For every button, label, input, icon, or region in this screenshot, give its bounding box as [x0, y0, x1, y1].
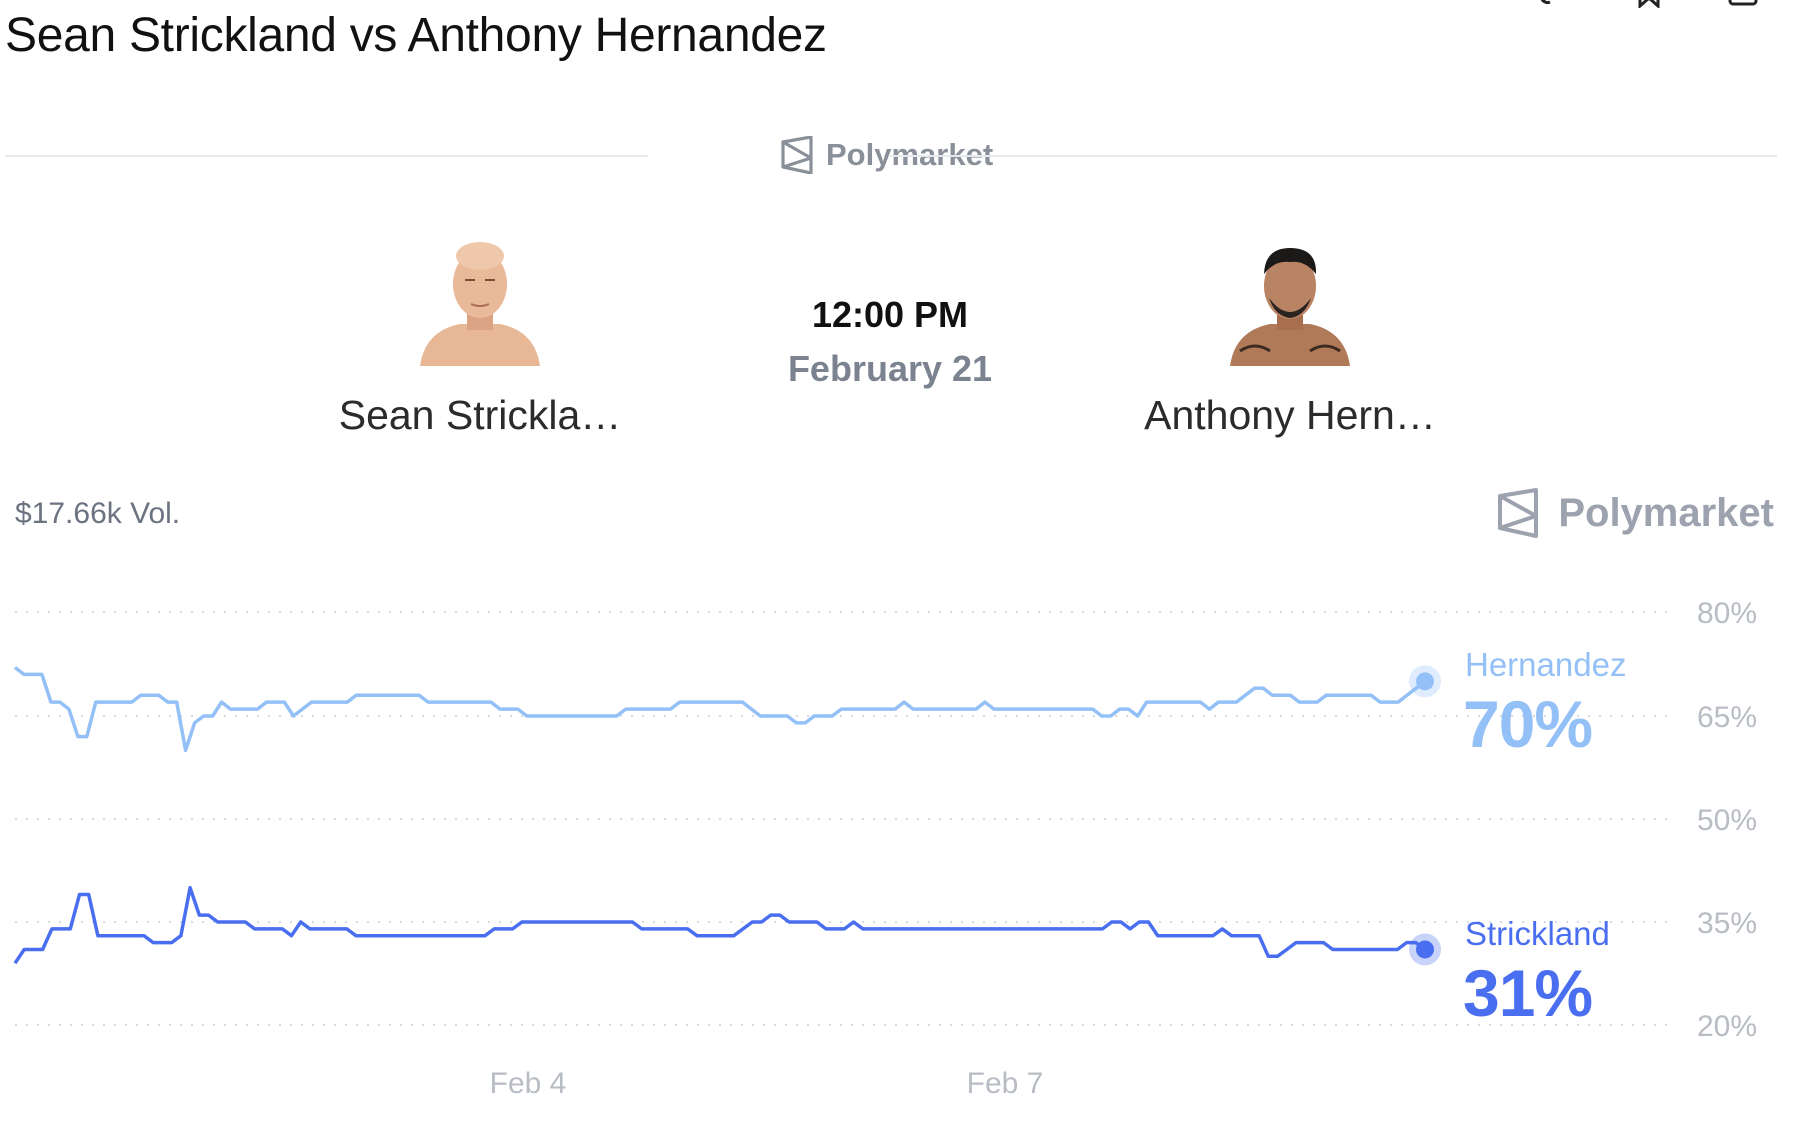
y-tick-label: 65% [1697, 701, 1757, 734]
y-tick-label: 80% [1697, 597, 1757, 630]
bookmark-icon[interactable] [1632, 0, 1666, 8]
polymarket-brand-watermark: Polymarket [1496, 488, 1774, 538]
series-line-strickland [13, 885, 1427, 965]
y-tick-label: 35% [1697, 907, 1757, 940]
divider-line-left [5, 155, 648, 157]
polymarket-watermark-label: Polymarket [1558, 490, 1774, 535]
header-actions [1538, 0, 1760, 8]
divider-line-right [890, 155, 1777, 157]
fighter-b-name: Anthony Hern… [1144, 392, 1436, 438]
event-time: 12:00 PM [811, 294, 969, 335]
series-label-strickland: Strickland [1465, 915, 1610, 952]
volume-label: $17.66k Vol. [15, 497, 181, 530]
share-icon[interactable] [1726, 0, 1760, 8]
series-line-hernandez [13, 666, 1427, 753]
series-endpoint-strickland [1416, 940, 1434, 959]
fighter-a[interactable]: Sean Strickla… [300, 236, 660, 439]
series-endpoint-hernandez [1416, 672, 1434, 691]
fighter-b[interactable]: Anthony Hern… [1110, 236, 1470, 439]
fighter-a-avatar [420, 242, 540, 366]
y-tick-label: 50% [1697, 804, 1757, 837]
fighter-a-name: Sean Strickla… [338, 392, 622, 438]
event-time-block: 12:00 PM February 21 [760, 294, 1020, 390]
fighter-b-avatar [1230, 248, 1350, 366]
series-label-hernandez: Hernandez [1465, 646, 1627, 683]
polymarket-logo-icon [1498, 488, 1539, 538]
price-chart[interactable]: 80% 65% 50% 35% 20% Feb 4 Feb 7 [0, 560, 1800, 1120]
series-value-strickland: 31% [1463, 956, 1593, 1030]
event-date: February 21 [787, 348, 993, 389]
polymarket-brand-label: Polymarket [826, 137, 994, 172]
x-tick-label: Feb 7 [967, 1067, 1044, 1100]
polymarket-divider: Polymarket [5, 135, 1777, 175]
polymarket-brand-small: Polymarket [780, 135, 993, 175]
page-title: Sean Strickland vs Anthony Hernandez [5, 9, 827, 62]
y-tick-label: 20% [1697, 1010, 1757, 1043]
x-tick-label: Feb 4 [490, 1067, 567, 1100]
polymarket-logo-icon [781, 136, 813, 174]
series-value-hernandez: 70% [1463, 687, 1593, 761]
link-icon[interactable] [1538, 0, 1572, 8]
